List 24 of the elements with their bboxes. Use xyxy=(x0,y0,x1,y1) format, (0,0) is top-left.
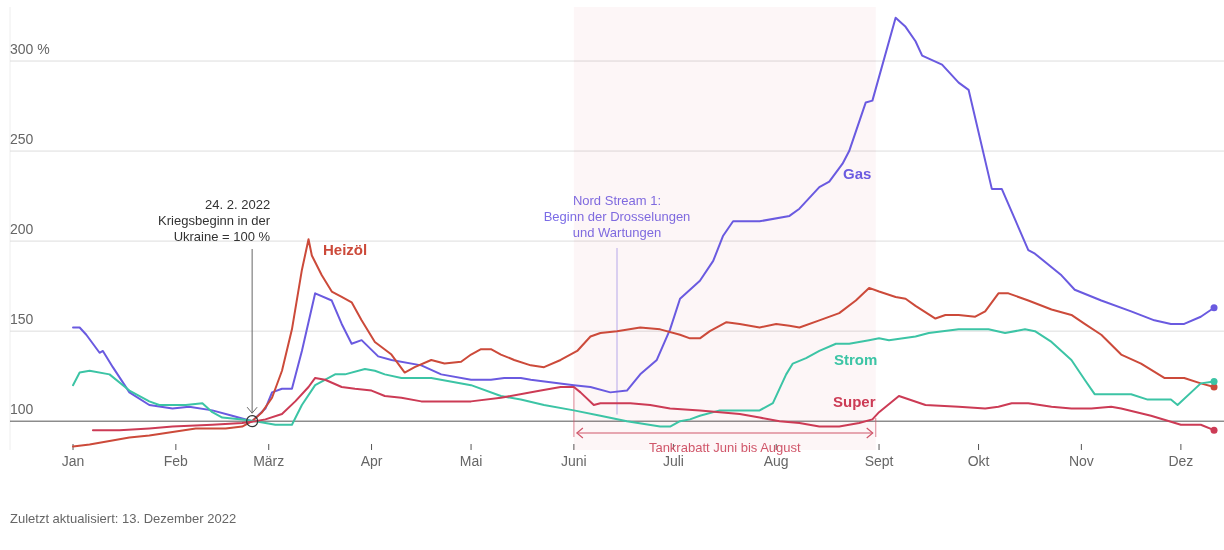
x-tick-label: Apr xyxy=(360,453,383,469)
x-tick-label: Juli xyxy=(662,453,684,469)
series-label: Strom xyxy=(834,351,878,368)
x-tick-label: Feb xyxy=(163,453,189,469)
series-label: Gas xyxy=(843,165,872,182)
annotation: 24. 2. 2022 Kriegsbeginn in der Ukraine = 100 % xyxy=(158,197,271,244)
ref-line-label: Nord Stream 1: Beginn der Drosselungen und Wartungen xyxy=(543,193,691,240)
text: Zuletzt aktualisiert: 13. Dezember 2022 xyxy=(10,511,237,526)
x-tick-label: Dez xyxy=(1168,453,1194,469)
x-tick-label: Mai xyxy=(459,453,483,469)
x-tick-label: Nov xyxy=(1068,453,1094,469)
y-tick-label: 250 xyxy=(10,131,34,148)
series-label: Heizöl xyxy=(323,241,368,258)
y-tick-label: 150 xyxy=(10,311,34,328)
y-tick-label: 300 % xyxy=(10,41,50,58)
x-tick-label: Okt xyxy=(967,453,990,469)
y-tick-label: 200 xyxy=(10,221,34,238)
series-label: Super xyxy=(833,393,876,410)
band-label: Tankrabatt Juni bis August xyxy=(648,440,802,455)
x-tick-label: Sept xyxy=(864,453,894,469)
x-tick-label: Juni xyxy=(561,453,587,469)
x-tick-label: Jan xyxy=(61,453,85,469)
y-tick-label: 100 xyxy=(10,401,34,418)
x-tick-label: März xyxy=(253,453,285,469)
